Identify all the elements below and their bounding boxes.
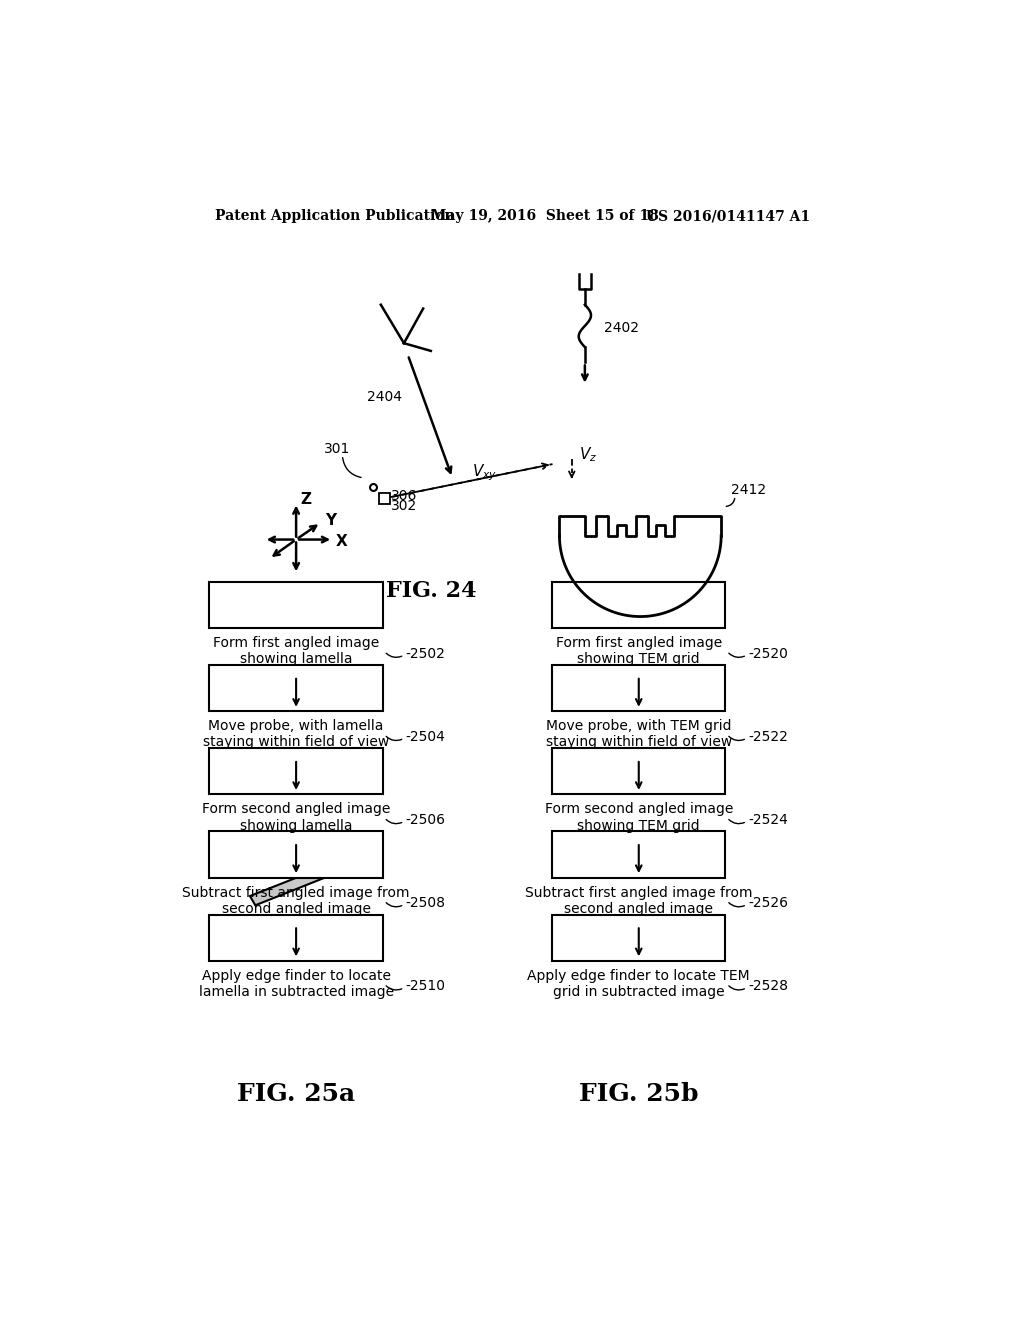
Text: -2506: -2506 xyxy=(406,813,445,826)
Text: 306: 306 xyxy=(391,488,417,503)
Text: -2504: -2504 xyxy=(406,730,445,743)
Text: FIG. 24: FIG. 24 xyxy=(386,581,476,602)
Text: Patent Application Publication: Patent Application Publication xyxy=(215,209,455,223)
Bar xyxy=(552,832,725,878)
Text: -2510: -2510 xyxy=(406,979,445,993)
Text: Form second angled image
showing lamella: Form second angled image showing lamella xyxy=(202,803,390,833)
Text: $V_{xy}$: $V_{xy}$ xyxy=(472,462,498,483)
Text: 302: 302 xyxy=(391,499,417,513)
Bar xyxy=(552,665,725,711)
Text: $V_z$: $V_z$ xyxy=(579,446,597,465)
Text: Form first angled image
showing TEM grid: Form first angled image showing TEM grid xyxy=(556,636,722,667)
Text: -2528: -2528 xyxy=(749,979,788,993)
Text: May 19, 2016  Sheet 15 of 18: May 19, 2016 Sheet 15 of 18 xyxy=(431,209,658,223)
Text: -2520: -2520 xyxy=(749,647,788,660)
Text: -2522: -2522 xyxy=(749,730,788,743)
Text: Y: Y xyxy=(326,512,337,528)
Bar xyxy=(552,915,725,961)
Text: Subtract first angled image from
second angled image: Subtract first angled image from second … xyxy=(525,886,753,916)
Text: -2508: -2508 xyxy=(406,896,445,909)
Text: 2402: 2402 xyxy=(604,321,639,335)
Polygon shape xyxy=(250,849,376,906)
Bar xyxy=(552,748,725,795)
Text: 2404: 2404 xyxy=(368,391,402,404)
Text: Move probe, with TEM grid
staying within field of view: Move probe, with TEM grid staying within… xyxy=(546,719,732,750)
Text: -2502: -2502 xyxy=(406,647,445,660)
Text: -2526: -2526 xyxy=(749,896,788,909)
Bar xyxy=(210,832,383,878)
Text: FIG. 25a: FIG. 25a xyxy=(237,1082,355,1106)
Text: Apply edge finder to locate TEM
grid in subtracted image: Apply edge finder to locate TEM grid in … xyxy=(527,969,750,999)
Bar xyxy=(210,665,383,711)
Text: Form second angled image
showing TEM grid: Form second angled image showing TEM gri… xyxy=(545,803,733,833)
Bar xyxy=(210,582,383,628)
Text: Move probe, with lamella
staying within field of view: Move probe, with lamella staying within … xyxy=(203,719,389,750)
Text: Z: Z xyxy=(301,492,311,507)
Text: 2412: 2412 xyxy=(731,483,766,496)
Text: Subtract first angled image from
second angled image: Subtract first angled image from second … xyxy=(182,886,410,916)
Text: -2524: -2524 xyxy=(749,813,788,826)
Text: Form first angled image
showing lamella: Form first angled image showing lamella xyxy=(213,636,379,667)
Text: FIG. 25b: FIG. 25b xyxy=(579,1082,698,1106)
Text: US 2016/0141147 A1: US 2016/0141147 A1 xyxy=(646,209,811,223)
Text: 301: 301 xyxy=(324,442,350,455)
Text: Apply edge finder to locate
lamella in subtracted image: Apply edge finder to locate lamella in s… xyxy=(199,969,393,999)
Text: X: X xyxy=(336,533,348,549)
Bar xyxy=(379,494,390,504)
Bar xyxy=(210,748,383,795)
Bar xyxy=(210,915,383,961)
Bar xyxy=(552,582,725,628)
